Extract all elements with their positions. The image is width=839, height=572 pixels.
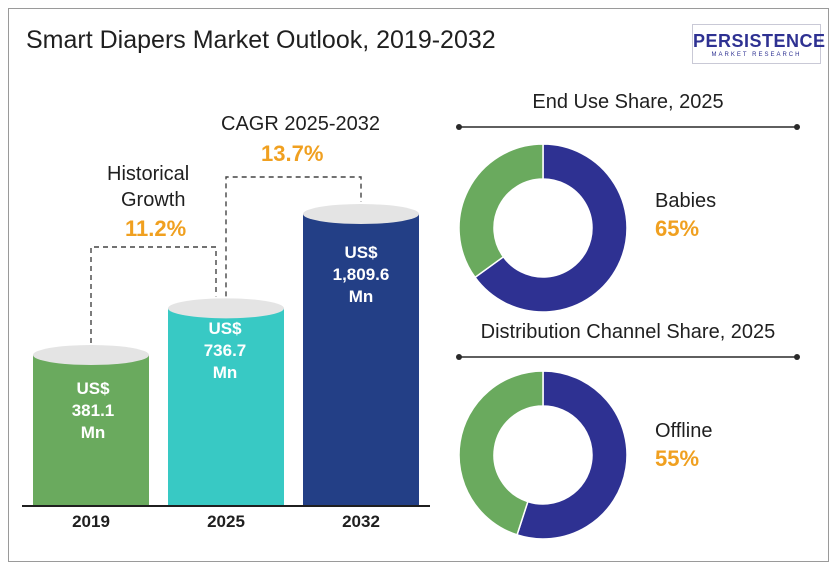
x-tick-2032: 2032 <box>342 512 380 531</box>
cagr-value: 13.7% <box>261 141 324 166</box>
end-use-highlight-value: 65% <box>655 216 700 241</box>
bar-value-currency: US$ <box>208 319 242 338</box>
divider-dot-right <box>794 124 800 130</box>
page-title: Smart Diapers Market Outlook, 2019-2032 <box>26 26 496 54</box>
historical-label-line2: Growth <box>121 189 186 211</box>
bar-value-number: 381.1 <box>71 401 115 420</box>
donut-1-slice-1 <box>473 143 628 313</box>
bar-2032 <box>303 214 419 505</box>
end-use-title: End Use Share, 2025 <box>532 91 724 113</box>
logo-subtext: MARKET RESEARCH <box>711 52 802 58</box>
x-tick-2019: 2019 <box>72 512 110 531</box>
distribution-highlight-value: 55% <box>655 446 700 471</box>
bar-value-number: 736.7 <box>203 341 247 360</box>
bar-top-2025 <box>168 298 284 319</box>
bar-value-number: 1,809.6 <box>332 265 390 284</box>
divider-dot-left <box>456 354 462 360</box>
donut-2-slice-2 <box>458 370 544 536</box>
infographic-frame <box>8 8 829 562</box>
donut-1-slice-2 <box>458 143 544 279</box>
divider-dot-left <box>456 124 462 130</box>
bar-top-2032 <box>303 204 419 224</box>
distribution-highlight-label: Offline <box>655 420 713 442</box>
bar-value-label-2019: US$ 381.1 Mn <box>58 378 128 444</box>
historical-growth-connector <box>90 246 217 343</box>
bar-value-currency: US$ <box>76 379 110 398</box>
bar-value-unit: Mn <box>212 363 238 382</box>
logo-text: PERSISTENCE <box>693 31 826 51</box>
cagr-label: CAGR 2025-2032 <box>221 113 380 135</box>
x-tick-2025: 2025 <box>207 512 245 531</box>
divider-dot-right <box>794 354 800 360</box>
bar-value-label-2025: US$ 736.7 Mn <box>190 318 260 384</box>
bar-top-2019 <box>33 345 149 365</box>
bar-value-unit: Mn <box>348 287 374 306</box>
donut-2-slice-1 <box>516 370 628 540</box>
bar-value-unit: Mn <box>80 423 106 442</box>
bar-2025 <box>168 308 284 505</box>
brand-logo: PERSISTENCE MARKET RESEARCH <box>692 24 826 64</box>
end-use-highlight-label: Babies <box>655 190 717 212</box>
bar-value-label-2032: US$ 1,809.6 Mn <box>316 242 406 308</box>
bar-2019 <box>33 355 149 505</box>
historical-growth-value: 11.2% <box>125 216 187 241</box>
distribution-title: Distribution Channel Share, 2025 <box>480 321 776 343</box>
bar-value-currency: US$ <box>344 243 378 262</box>
historical-label-line1: Historical <box>107 163 190 185</box>
